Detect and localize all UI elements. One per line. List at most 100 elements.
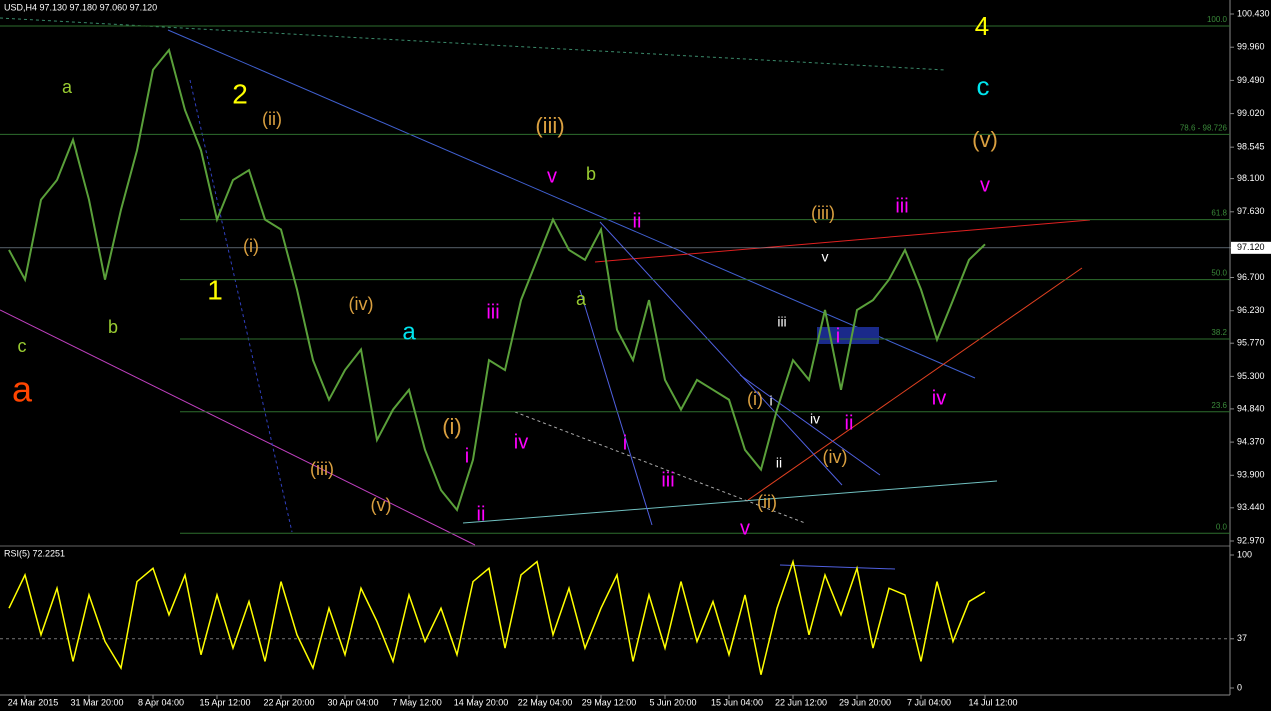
chart-title: USD,H4 97.130 97.180 97.060 97.120 [4, 2, 157, 12]
x-tick-label: 31 Mar 20:00 [70, 697, 123, 707]
current-price-box [1231, 241, 1271, 254]
wave-label: iii [777, 314, 786, 330]
y-tick-label: 98.100 [1237, 173, 1265, 183]
x-tick-label: 14 May 20:00 [454, 697, 509, 707]
wave-label: a [576, 289, 587, 309]
rsi-title: RSI(5) 72.2251 [4, 548, 65, 558]
wave-label: (v) [371, 495, 392, 515]
wave-label: ii [776, 455, 782, 471]
wave-label: a [62, 77, 73, 97]
x-tick-label: 24 Mar 2015 [8, 697, 59, 707]
trendline [514, 411, 806, 524]
y-tick-label: 99.960 [1237, 42, 1265, 52]
wave-label: iv [514, 431, 528, 453]
trendline [579, 289, 653, 526]
wave-label: b [586, 164, 596, 184]
wave-label: i [769, 393, 772, 409]
wave-label: iv [932, 387, 946, 409]
fib-label: 38.2 [1211, 328, 1227, 337]
x-tick-label: 22 May 04:00 [518, 697, 573, 707]
y-tick-label: 37 [1237, 633, 1247, 643]
wave-label: ii [845, 412, 854, 434]
wave-label: (ii) [757, 492, 777, 512]
wave-label: ii [633, 210, 642, 232]
price-line [8, 47, 986, 512]
x-tick-label: 7 Jul 04:00 [907, 697, 951, 707]
wave-label: (iii) [811, 203, 835, 223]
y-tick-label: 95.300 [1237, 371, 1265, 381]
trendline [167, 29, 976, 379]
wave-label: (i) [747, 389, 763, 409]
trendline [739, 374, 881, 476]
y-tick-label: 92.970 [1237, 535, 1265, 545]
wave-label: i [836, 325, 840, 347]
current-price-label: 97.120 [1237, 242, 1265, 252]
fib-label: 23.6 [1211, 401, 1227, 410]
trendline [0, 17, 946, 71]
wave-label: c [977, 71, 990, 101]
wave-label: a [12, 369, 33, 410]
y-tick-label: 96.700 [1237, 272, 1265, 282]
price-line [8, 558, 986, 675]
y-tick-label: 98.545 [1237, 142, 1265, 152]
fib-label: 50.0 [1211, 269, 1227, 278]
wave-label: v [822, 249, 829, 265]
x-tick-label: 7 May 12:00 [392, 697, 442, 707]
x-tick-label: 29 May 12:00 [582, 697, 637, 707]
fib-label: 61.8 [1211, 209, 1227, 218]
zone-box [817, 327, 879, 344]
trendline [462, 480, 998, 524]
trendlines [0, 17, 1091, 570]
wave-label: iv [810, 411, 820, 427]
fib-label: 0.0 [1216, 522, 1228, 531]
wave-label: iii [661, 469, 674, 491]
wave-label: a [402, 318, 416, 345]
x-tick-label: 5 Jun 20:00 [649, 697, 696, 707]
x-tick-label: 15 Jun 04:00 [711, 697, 763, 707]
y-tick-label: 0 [1237, 682, 1242, 692]
y-tick-label: 97.630 [1237, 206, 1265, 216]
x-tick-label: 8 Apr 04:00 [138, 697, 184, 707]
wave-label: 1 [207, 274, 223, 305]
wave-label: (i) [442, 414, 462, 439]
wave-label: (v) [972, 127, 998, 152]
wave-label: 4 [975, 11, 989, 41]
y-tick-label: 93.440 [1237, 502, 1265, 512]
x-tick-label: 22 Apr 20:00 [263, 697, 314, 707]
wave-label: v [547, 165, 557, 187]
wave-label: (iv) [823, 447, 848, 467]
y-tick-label: 100 [1237, 549, 1252, 559]
y-tick-label: 93.900 [1237, 470, 1265, 480]
wave-label: iii [486, 301, 499, 323]
trendline [0, 309, 476, 546]
y-tick-label: 100.430 [1237, 8, 1270, 18]
wave-label: iii [895, 195, 908, 217]
y-tick-label: 96.230 [1237, 305, 1265, 315]
trendline [779, 564, 896, 570]
y-tick-label: 99.490 [1237, 75, 1265, 85]
wave-label: (i) [243, 236, 259, 256]
fib-label: 100.0 [1207, 15, 1228, 24]
trendline [594, 219, 1091, 263]
wave-label: v [980, 174, 990, 196]
wave-label: (ii) [262, 109, 282, 129]
wave-label: c [18, 336, 27, 356]
x-tick-label: 22 Jun 12:00 [775, 697, 827, 707]
x-tick-label: 14 Jul 12:00 [968, 697, 1017, 707]
wave-label: v [740, 517, 750, 539]
wave-label: (iv) [349, 294, 374, 314]
trendline [599, 221, 843, 486]
wave-label: (iii) [310, 459, 334, 479]
y-tick-label: 94.370 [1237, 436, 1265, 446]
wave-label: i [465, 445, 469, 467]
trendline [747, 267, 1083, 501]
wave-label: b [108, 317, 118, 337]
wave-label: 2 [232, 78, 248, 109]
trendline [189, 79, 293, 533]
wave-label: (iii) [535, 113, 564, 138]
x-tick-label: 15 Apr 12:00 [199, 697, 250, 707]
y-tick-label: 95.770 [1237, 338, 1265, 348]
fib-label: 78.6 - 98.726 [1180, 123, 1228, 132]
